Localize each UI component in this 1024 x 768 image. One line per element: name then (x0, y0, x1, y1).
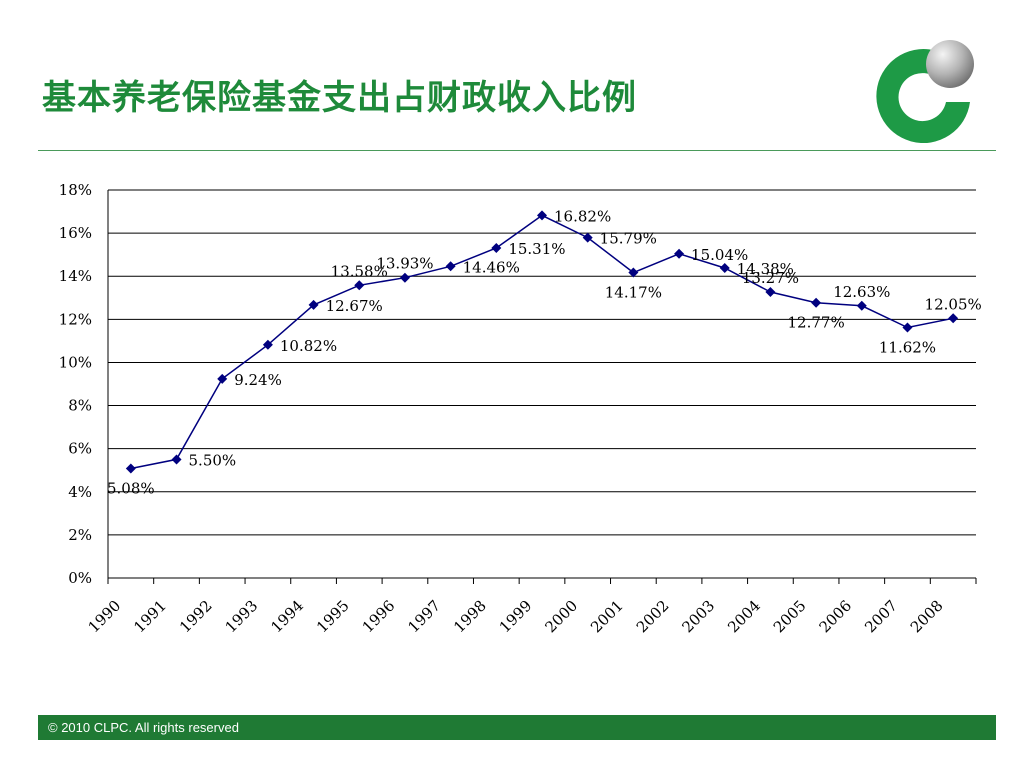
y-tick-label: 4% (68, 483, 92, 501)
x-tick-label: 2006 (816, 597, 856, 637)
data-label: 13.58% (331, 262, 388, 280)
x-tick-label: 1995 (313, 597, 353, 637)
data-point (125, 463, 136, 474)
x-tick-label: 1997 (404, 597, 444, 637)
y-tick-label: 16% (59, 224, 92, 242)
y-tick-label: 12% (59, 310, 92, 328)
data-label: 5.50% (189, 451, 237, 469)
data-label: 15.31% (508, 240, 565, 258)
data-label: 10.82% (280, 337, 337, 355)
x-tick-label: 2002 (633, 597, 673, 637)
data-label: 14.38% (737, 260, 794, 278)
copyright-text: © 2010 CLPC. All rights reserved (48, 720, 239, 735)
data-label: 12.05% (925, 295, 982, 313)
data-point (765, 286, 776, 297)
data-point (217, 373, 228, 384)
line-chart: 0%2%4%6%8%10%12%14%16%18%1990 1991 1992 199… (59, 181, 982, 637)
x-tick-label: 2001 (587, 597, 627, 637)
data-point (308, 299, 319, 310)
x-tick-label: 1992 (176, 597, 216, 637)
x-tick-label: 1994 (267, 597, 307, 637)
data-label: 5.08% (107, 479, 155, 497)
data-point (491, 242, 502, 253)
y-tick-label: 8% (68, 397, 92, 415)
y-tick-label: 0% (68, 569, 92, 587)
data-label: 13.93% (376, 255, 433, 273)
logo-ring (876, 49, 970, 144)
logo-ball (926, 40, 974, 88)
x-tick-label: 2004 (724, 597, 764, 637)
data-label: 9.24% (234, 371, 282, 389)
x-tick-label: 2003 (678, 597, 718, 637)
x-tick-label: 2000 (541, 597, 581, 637)
data-point (902, 322, 913, 333)
clpc-logo (876, 40, 974, 144)
y-tick-label: 6% (68, 440, 92, 458)
data-label: 11.62% (879, 339, 936, 357)
x-tick-label: 2008 (907, 597, 947, 637)
page-title: 基本养老保险基金支出占财政收入比例 (42, 78, 637, 118)
data-point (582, 232, 593, 243)
x-tick-label: 1991 (130, 597, 170, 637)
data-point (811, 297, 822, 308)
y-tick-label: 14% (59, 267, 92, 285)
data-point (537, 210, 547, 221)
data-point (445, 261, 456, 272)
data-point (628, 267, 639, 278)
footer-bar: © 2010 CLPC. All rights reserved (38, 715, 996, 740)
x-tick-label: 1999 (496, 597, 536, 637)
data-point (171, 454, 182, 465)
data-label: 16.82% (554, 207, 611, 225)
data-label: 12.77% (788, 314, 845, 332)
x-tick-label: 1990 (85, 597, 125, 637)
data-point (262, 339, 273, 350)
x-tick-label: 1993 (222, 597, 262, 637)
data-label: 14.46% (463, 258, 520, 276)
y-tick-label: 10% (59, 353, 92, 371)
data-point (856, 300, 867, 311)
y-tick-label: 2% (68, 526, 92, 544)
x-tick-label: 2005 (770, 597, 810, 637)
data-point (719, 263, 730, 274)
y-tick-label: 18% (59, 181, 92, 199)
x-tick-label: 1996 (359, 597, 399, 637)
data-label: 12.67% (326, 297, 383, 315)
data-label: 15.79% (600, 230, 657, 248)
title-divider (38, 150, 996, 151)
data-label: 15.04% (691, 246, 748, 264)
data-label: 12.63% (833, 283, 890, 301)
data-point (674, 248, 685, 259)
x-tick-label: 1998 (450, 597, 490, 637)
x-tick-label: 2007 (861, 597, 901, 637)
data-label: 14.17% (605, 284, 662, 302)
data-point (948, 313, 959, 324)
data-point (354, 280, 365, 291)
data-point (399, 272, 410, 283)
data-label: 13.27% (742, 269, 799, 287)
